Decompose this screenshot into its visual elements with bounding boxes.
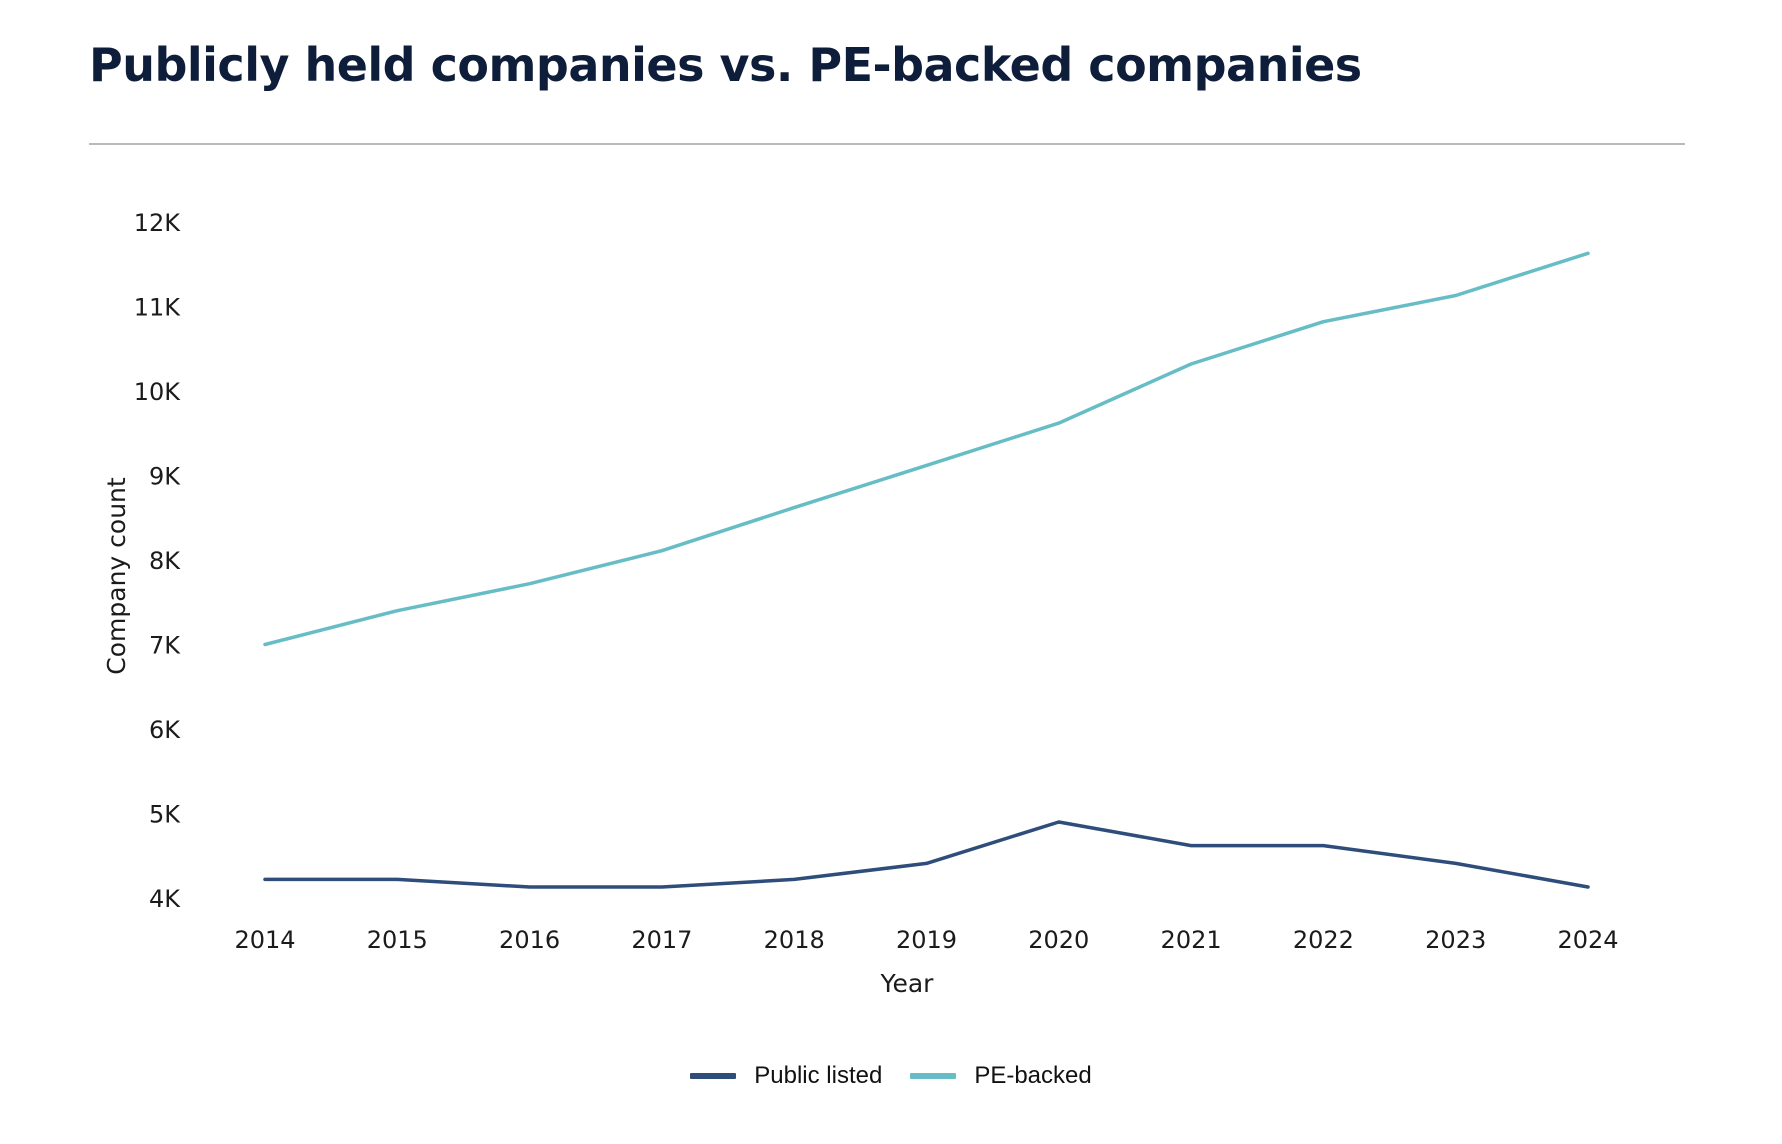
- x-tick-label: 2022: [1293, 926, 1354, 954]
- y-tick-label: 4K: [149, 885, 181, 913]
- x-tick-label: 2017: [631, 926, 692, 954]
- x-tick-label: 2018: [764, 926, 825, 954]
- legend-label: Public listed: [754, 1062, 883, 1089]
- x-tick-label: 2023: [1425, 926, 1486, 954]
- y-tick-label: 8K: [149, 547, 181, 575]
- series-lines: [263, 251, 1590, 889]
- legend-item-pe-backed: PE-backed: [910, 1062, 1092, 1090]
- x-tick-label: 2016: [499, 926, 560, 954]
- y-tick-label: 7K: [149, 632, 181, 660]
- y-tick-label: 11K: [134, 294, 182, 322]
- y-tick-label: 12K: [134, 209, 182, 237]
- y-tick-label: 10K: [134, 378, 182, 406]
- y-axis-ticks: 4K 5K 6K 7K 8K 9K 10K 11K 12K: [134, 209, 182, 913]
- x-tick-label: 2015: [367, 926, 428, 954]
- y-axis-title: Company count: [102, 477, 131, 675]
- legend-swatch: [690, 1073, 737, 1079]
- y-tick-label: 6K: [149, 716, 181, 744]
- x-tick-label: 2020: [1028, 926, 1089, 954]
- x-axis-ticks: 2014 2015 2016 2017 2018 2019 2020 2021 2022 2023…: [234, 926, 1618, 954]
- x-tick-label: 2014: [234, 926, 295, 954]
- x-tick-label: 2021: [1161, 926, 1222, 954]
- x-tick-label: 2024: [1557, 926, 1618, 954]
- x-tick-label: 2019: [896, 926, 957, 954]
- series-line-pe-backed: [263, 251, 1590, 647]
- legend-item-public-listed: Public listed: [690, 1062, 882, 1090]
- chart-legend: Public listed PE-backed: [0, 1062, 1782, 1090]
- y-tick-label: 9K: [149, 463, 181, 491]
- x-axis-title: Year: [880, 969, 935, 998]
- chart-title: Publicly held companies vs. PE-backed co…: [89, 38, 1362, 92]
- legend-label: PE-backed: [974, 1062, 1092, 1089]
- series-line-public-listed: [263, 820, 1590, 889]
- legend-swatch: [910, 1073, 957, 1079]
- title-divider: [89, 143, 1685, 145]
- y-tick-label: 5K: [149, 801, 181, 829]
